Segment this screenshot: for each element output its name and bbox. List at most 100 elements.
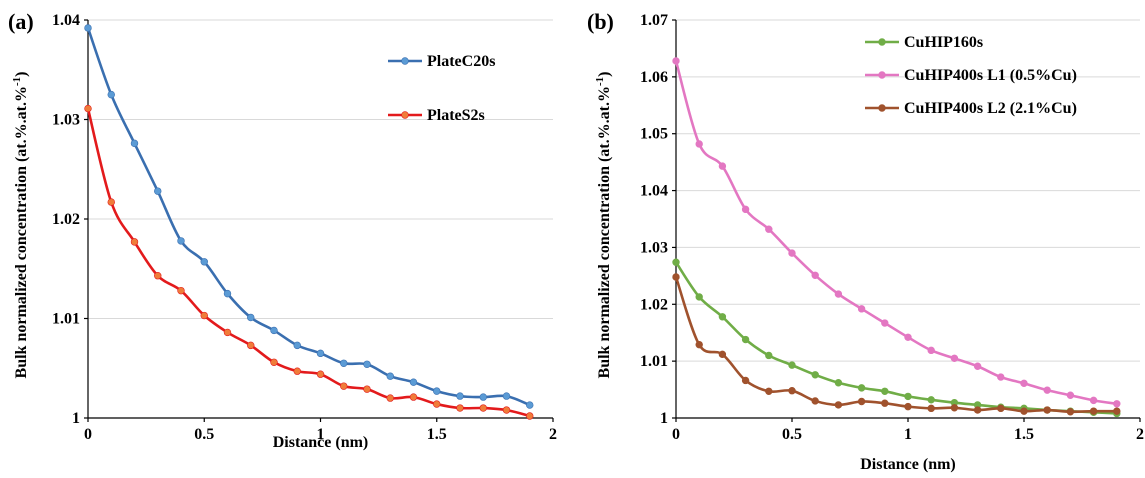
y-tick-label: 1.02 [640, 296, 668, 313]
data-point [950, 404, 959, 412]
data-point [247, 313, 255, 322]
data-point [386, 372, 394, 380]
y-axis-title-close: ) [596, 72, 613, 77]
data-point [479, 393, 487, 401]
legend-item: CuHIP160s [865, 34, 983, 51]
y-tick-label: 1.01 [640, 353, 668, 370]
data-point [479, 404, 487, 412]
x-tick-label: 0.5 [782, 426, 802, 443]
data-point [811, 271, 819, 279]
data-point [857, 397, 866, 406]
y-axis-title-main: Bulk normalized concentration (at.%.at.% [596, 86, 613, 378]
data-point [84, 104, 92, 113]
data-point [672, 258, 680, 266]
y-tick-label: 1.07 [640, 12, 668, 29]
data-point [386, 394, 394, 402]
series-cuhip400s-l2-2-1-cu [672, 273, 1121, 416]
data-point [788, 361, 796, 369]
data-point [834, 290, 843, 298]
data-point [223, 289, 232, 298]
data-point [718, 350, 727, 359]
legend-label: PlateC20s [427, 53, 495, 70]
x-axis-title: Distance (nm) [273, 434, 369, 451]
x-tick-label: 1.5 [427, 426, 447, 443]
data-point [502, 406, 511, 414]
y-tick-label: 1.04 [52, 12, 80, 29]
y-axis-title: Bulk normalized concentration (at.%.at.%… [594, 72, 613, 379]
data-point [1043, 386, 1051, 394]
data-point [765, 225, 773, 233]
legend-label: PlateS2s [427, 107, 485, 124]
data-point [672, 57, 680, 65]
data-point [363, 360, 371, 368]
data-point [1020, 407, 1028, 415]
data-point [997, 404, 1005, 413]
legend-label: CuHIP400s L2 (2.1%Cu) [904, 100, 1077, 117]
data-point [765, 351, 773, 360]
legend-item: PlateC20s [388, 53, 495, 70]
data-point [788, 249, 796, 257]
data-point [811, 397, 819, 405]
data-point [857, 305, 866, 313]
x-tick-label: 0 [672, 426, 680, 443]
data-point [881, 319, 889, 327]
data-point [695, 340, 703, 349]
data-point [502, 392, 511, 400]
data-point [1113, 400, 1121, 408]
x-tick-label: 0 [84, 426, 92, 443]
y-tick-label: 1.05 [640, 126, 668, 143]
data-point [741, 335, 750, 344]
data-point [456, 392, 464, 400]
data-point [741, 205, 750, 214]
legend-item: PlateS2s [388, 107, 485, 124]
y-tick-label: 1.01 [52, 311, 80, 328]
y-tick-label: 1.02 [52, 211, 80, 228]
data-point [811, 371, 819, 379]
data-point [154, 187, 162, 195]
data-point [223, 328, 232, 337]
y-tick-label: 1 [660, 410, 668, 427]
data-point [363, 385, 371, 393]
x-tick-label: 2 [549, 426, 557, 443]
data-point [904, 402, 912, 411]
data-point [1066, 391, 1075, 399]
data-point [247, 341, 255, 350]
data-point [107, 90, 115, 99]
data-point [695, 293, 703, 301]
x-tick-label: 1.5 [1014, 426, 1034, 443]
panel-label: (b) [587, 9, 614, 34]
data-point [904, 333, 912, 341]
data-point [433, 400, 441, 408]
y-tick-label: 1.06 [640, 69, 668, 86]
legend-item: CuHIP400s L2 (2.1%Cu) [865, 100, 1077, 117]
data-point [718, 313, 727, 321]
legend-item: CuHIP400s L1 (0.5%Cu) [865, 67, 1077, 84]
series-line [86, 27, 531, 407]
data-point [316, 349, 325, 358]
data-point [927, 396, 935, 404]
legend-label: CuHIP160s [904, 34, 983, 51]
series-cuhip400s-l1-0-5-cu [672, 57, 1121, 408]
series-plates2s [84, 104, 534, 420]
y-axis-title: Bulk normalized concentration (at.%.at.%… [11, 72, 30, 379]
data-point [84, 24, 92, 32]
data-point [741, 376, 750, 385]
data-point [834, 379, 843, 387]
data-point [881, 387, 889, 395]
data-point [834, 401, 843, 409]
data-point [409, 378, 418, 386]
data-point [177, 286, 185, 295]
data-point [340, 359, 348, 367]
chart-panel-a: 1 1.01 1.02 1.03 1.04 0 0.5 1 1.5 2 Distance (nm) B… [8, 9, 557, 451]
data-point [904, 392, 912, 401]
data-point [177, 237, 185, 245]
data-point [718, 162, 727, 170]
data-point [765, 387, 773, 395]
data-point [200, 258, 208, 266]
legend-label: CuHIP400s L1 (0.5%Cu) [904, 67, 1077, 84]
y-axis-title-main: Bulk normalized concentration (at.%.at.% [13, 86, 30, 378]
data-point [1043, 406, 1051, 414]
data-point [950, 354, 959, 362]
x-tick-label: 2 [1136, 426, 1144, 443]
